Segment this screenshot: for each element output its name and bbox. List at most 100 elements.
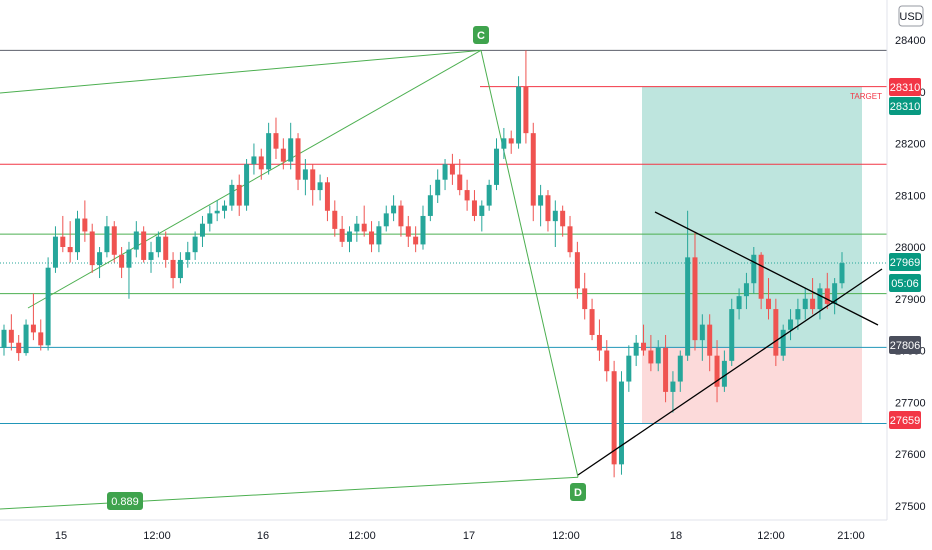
time-axis-ticks: 15 12:00 16 12:00 17 12:00 18 12:00 21:00 xyxy=(55,530,865,542)
candle xyxy=(185,241,191,268)
candle-body xyxy=(574,252,580,289)
candle xyxy=(802,288,808,320)
price-badge-text: 27969 xyxy=(890,257,921,269)
candle-body xyxy=(126,249,132,268)
candle xyxy=(30,293,36,341)
candle-body xyxy=(604,350,610,372)
candle xyxy=(670,371,676,413)
candle-body xyxy=(104,226,110,253)
candle xyxy=(38,319,44,351)
price-badge: 28310 xyxy=(889,97,921,115)
candle-body xyxy=(743,283,749,297)
candle-body xyxy=(192,236,198,253)
candle xyxy=(60,215,66,253)
price-badge-bg xyxy=(889,97,921,115)
triangle-upper-line xyxy=(654,211,879,326)
candle xyxy=(464,179,470,211)
candle-body xyxy=(618,381,624,465)
currency-button-frame xyxy=(898,5,924,27)
candle xyxy=(119,247,125,279)
candle xyxy=(45,257,51,351)
candle xyxy=(589,298,595,341)
candle xyxy=(75,210,81,260)
candle-body xyxy=(199,223,205,237)
candle xyxy=(148,241,154,273)
candle-body xyxy=(67,247,73,253)
candle xyxy=(192,231,198,260)
candle xyxy=(508,130,514,154)
candle-body xyxy=(464,190,470,201)
candle xyxy=(420,205,426,250)
candle-body xyxy=(273,133,279,149)
candle xyxy=(361,205,367,237)
candle-body xyxy=(626,355,632,382)
profit-zone xyxy=(642,86,862,348)
fib-ratio-badge xyxy=(107,492,143,510)
time-tick-label: 17 xyxy=(463,530,475,542)
candle-body xyxy=(133,231,139,250)
candle xyxy=(457,159,463,196)
candle-body xyxy=(736,296,742,310)
candle-body xyxy=(383,213,389,227)
price-badge: 27806 xyxy=(889,336,921,354)
price-tick-label: 28000 xyxy=(895,242,926,254)
candle-body xyxy=(266,133,272,170)
candle xyxy=(707,314,713,372)
candle xyxy=(222,200,228,219)
candle-body xyxy=(391,205,397,214)
candle-body xyxy=(641,342,647,351)
candle xyxy=(405,215,411,247)
price-tick-label: 27700 xyxy=(895,397,926,409)
candle xyxy=(163,231,169,268)
candle-body xyxy=(258,156,264,170)
candle-body xyxy=(442,164,448,180)
candle-body xyxy=(530,133,536,206)
candle-body xyxy=(832,283,838,304)
candle-body xyxy=(538,195,544,206)
candle xyxy=(141,226,147,263)
time-tick-label: 12:00 xyxy=(757,530,785,542)
candle xyxy=(530,122,536,222)
time-tick-label: 21:00 xyxy=(837,530,865,542)
time-tick-label: 16 xyxy=(257,530,269,542)
candle-body xyxy=(141,231,147,260)
candle-body xyxy=(361,223,367,232)
price-badge-bg xyxy=(889,411,921,429)
candle-body xyxy=(545,195,551,222)
candle xyxy=(633,334,639,367)
price-tick-label: 27500 xyxy=(895,501,926,513)
time-axis[interactable]: 15 12:00 16 12:00 17 12:00 18 12:00 21:00 xyxy=(0,519,887,542)
candle-body xyxy=(376,226,382,245)
candle-body xyxy=(369,231,375,245)
candle xyxy=(523,50,529,144)
candle xyxy=(765,278,771,320)
candle-body xyxy=(82,218,88,232)
candle xyxy=(427,184,433,222)
candle-body xyxy=(765,298,771,310)
candle-body xyxy=(207,213,213,224)
candle xyxy=(97,247,103,279)
candle-body xyxy=(751,254,757,284)
point-c-text: C xyxy=(477,30,485,42)
candle-body xyxy=(97,252,103,266)
candle xyxy=(398,200,404,237)
price-badge-bg xyxy=(889,336,921,354)
candle xyxy=(494,138,500,191)
candle xyxy=(810,278,816,315)
candle-body xyxy=(494,148,500,185)
candle-body xyxy=(648,350,654,364)
fib-ratio-label: 0.889 xyxy=(107,492,143,510)
candle xyxy=(516,76,522,149)
currency-button[interactable]: USD xyxy=(898,5,924,27)
candle xyxy=(788,309,794,341)
candle-body xyxy=(89,231,95,266)
candle-body xyxy=(324,182,330,211)
candle-body xyxy=(244,164,250,206)
point-d-text: D xyxy=(574,487,582,499)
candle-body xyxy=(317,182,323,191)
candle-body xyxy=(339,228,345,242)
candle-body xyxy=(405,226,411,237)
price-axis[interactable]: 2750027600277002780027900280002810028200… xyxy=(886,0,926,520)
price-tick-label: 27600 xyxy=(895,449,926,461)
